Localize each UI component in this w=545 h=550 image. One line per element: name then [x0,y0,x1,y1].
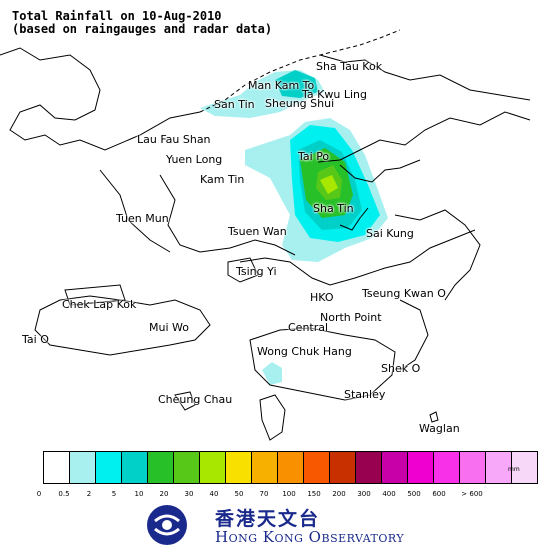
legend-tick-label: 20 [159,490,169,498]
legend-swatch [277,451,304,484]
legend-tick-label: 30 [184,490,194,498]
legend-tick-label: 0 [36,490,42,498]
tuen-mun-coast [99,169,171,253]
legend-swatch [199,451,226,484]
tsing-yi-island [227,257,259,283]
hko-emblem-icon [147,505,187,545]
clear-water-bay [399,299,429,371]
hk-island [249,327,396,401]
legend-swatch [43,451,70,484]
legend-swatch [433,451,460,484]
place-north-point: North Point [320,311,382,324]
shenzhen-coast [0,47,201,151]
place-tai-po: Tai Po [298,150,330,163]
legend-swatch [511,451,538,484]
legend-swatch [303,451,330,484]
hko-english-name: Hong Kong Observatory [215,528,405,546]
rainfall-legend [43,451,538,484]
rainfall-map: Total Rainfall on 10-Aug-2010 (based on … [0,9,531,441]
legend-swatch [459,451,486,484]
legend-tick-label: 2 [86,490,92,498]
legend-swatch [147,451,174,484]
legend-swatch [355,451,382,484]
place-sheung-shui: Sheung Shui [265,97,335,110]
legend-swatch [329,451,356,484]
place-central: Central [288,321,329,334]
place-tai-o: Tai O [22,333,49,346]
place-sai-kung: Sai Kung [366,227,414,240]
place-hko: HKO [310,291,334,304]
rain-area-south [262,362,282,385]
airport [64,284,126,306]
legend-tick-label: > 600 [461,490,483,498]
place-tuen-mun: Tuen Mun [116,212,169,225]
lantau [34,295,211,356]
cheung-chau-island [174,391,196,411]
place-mui-wo: Mui Wo [149,321,189,334]
place-kam-tin: Kam Tin [200,173,245,186]
place-yuen-long: Yuen Long [166,153,223,166]
waglan-island [429,411,439,423]
sha-tin-channel [339,207,369,231]
rainfall-shading [200,70,388,385]
legend-swatch [225,451,252,484]
legend-swatch [407,451,434,484]
place-chek-lap-kok: Chek Lap Kok [62,298,137,311]
legend-swatch [173,451,200,484]
place-wong-chuk-hang: Wong Chuk Hang [257,345,352,358]
legend-swatch [381,451,408,484]
legend-tick-label: 300 [357,490,371,498]
legend-swatch [95,451,122,484]
lamma [259,394,286,441]
legend-tick-label: 40 [209,490,219,498]
sai-kung-coast [394,209,481,301]
map-title: Total Rainfall on 10-Aug-2010 [12,9,222,23]
place-man-kam-to: Man Kam To [248,79,315,92]
legend-swatch [121,451,148,484]
rain-area-north-core [275,70,318,98]
legend-tick-label: 10 [134,490,144,498]
legend-swatch [69,451,96,484]
map-subtitle: (based on raingauges and radar data) [12,22,273,36]
west-coast [159,174,296,256]
place-waglan: Waglan [419,422,460,435]
legend-tick-label: 5 [111,490,117,498]
place-lau-fau-shan: Lau Fau Shan [137,133,211,146]
legend-tick-label: 600 [432,490,446,498]
tolo-inner [339,159,421,183]
place-tsing-yi: Tsing Yi [236,265,277,278]
place-san-tin: San Tin [214,98,255,111]
legend-tick-label: 70 [259,490,269,498]
kowloon-coast [239,229,476,286]
place-cheung-chau: Cheung Chau [158,393,233,406]
legend-tick-label: 0.5 [58,490,70,498]
legend-tick-label: 50 [234,490,244,498]
legend-swatch [251,451,278,484]
map-canvas [0,29,531,441]
place-sha-tin: Sha Tin [313,202,354,215]
coastlines [0,29,531,441]
hko-chinese-name: 香港天文台 [215,508,321,530]
place-tsuen-wan: Tsuen Wan [228,225,287,238]
place-sha-tau-kok: Sha Tau Kok [316,60,383,73]
legend-tick-label: 200 [332,490,346,498]
rain-area-yellowgreen [320,175,338,194]
legend-tick-label: 500 [407,490,421,498]
place-stanley: Stanley [344,388,386,401]
nt-coast-north [319,54,531,101]
legend-tick-label: 100 [282,490,296,498]
tolo-harbour [317,111,531,163]
place-tseung-kwan-o: Tseung Kwan O [362,287,446,300]
hko-logo: 香港天文台 Hong Kong Observatory [145,500,405,550]
place-shek-o: Shek O [381,362,421,375]
place-ta-kwu-ling: Ta Kwu Ling [302,88,367,101]
border [199,29,401,113]
legend-unit: mm [508,466,520,473]
legend-tick-label: 400 [382,490,396,498]
legend-tick-label: 150 [307,490,321,498]
